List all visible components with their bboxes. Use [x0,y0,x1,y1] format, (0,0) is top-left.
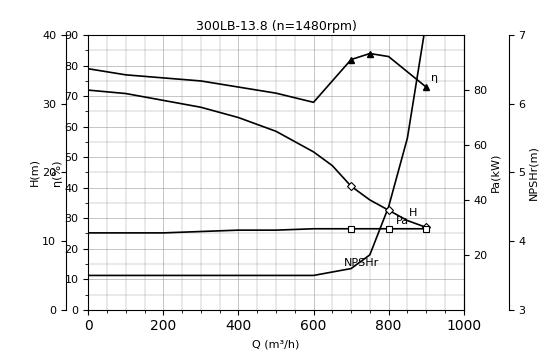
Y-axis label: NPSHr(m): NPSHr(m) [528,145,538,200]
X-axis label: Q (m³/h): Q (m³/h) [252,339,300,349]
Y-axis label: Pa(kW): Pa(kW) [490,153,500,192]
Title: 300LB-13.8 (n=1480rpm): 300LB-13.8 (n=1480rpm) [195,20,357,33]
Text: Pa: Pa [396,216,409,226]
Y-axis label: η(%): η(%) [52,159,62,186]
Text: NPSHr: NPSHr [343,258,379,268]
Text: η: η [431,73,438,83]
Y-axis label: H(m): H(m) [29,158,39,187]
Text: H: H [409,208,418,218]
